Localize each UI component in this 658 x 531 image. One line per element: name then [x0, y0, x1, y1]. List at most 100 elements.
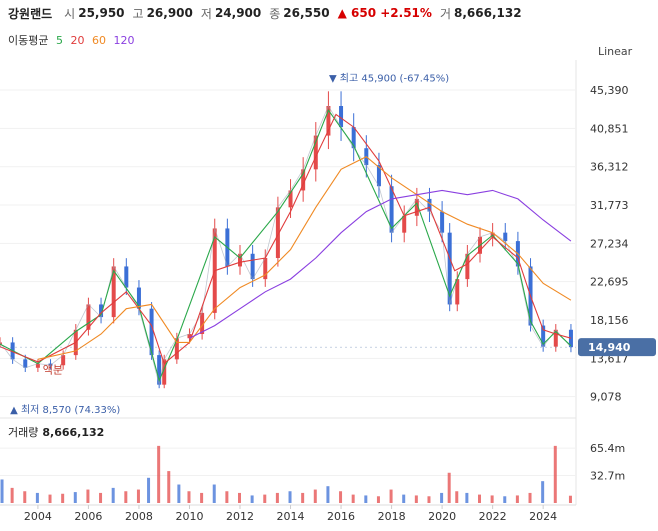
ma-legend-20: 20: [70, 34, 85, 47]
moving-average-legend[interactable]: 이동평균 5 20 60 120: [8, 32, 138, 48]
scale-mode-toggle[interactable]: Linear: [598, 45, 633, 58]
volume-tick-label: 32.7m: [590, 470, 625, 483]
price-candle-body: [124, 266, 129, 288]
x-tick-label: 2008: [125, 510, 153, 523]
volume-bar: [225, 491, 229, 503]
x-tick-label: 2006: [74, 510, 102, 523]
price-candle-body: [136, 287, 141, 309]
price-candle-body: [162, 359, 167, 385]
ma-line-120: [189, 189, 572, 339]
price-candle-body: [568, 329, 573, 348]
price-candle-body: [111, 266, 116, 318]
volume-bar: [263, 494, 267, 503]
price-tick-label: 22,695: [590, 276, 629, 289]
current-price-label: 14,940: [588, 341, 631, 354]
price-tick-label: 40,851: [590, 122, 629, 135]
volume-bar: [167, 471, 171, 503]
volume-bar: [503, 496, 507, 503]
volume-bar: [177, 484, 181, 503]
volume-bar: [99, 492, 103, 503]
volume-bar: [568, 495, 572, 503]
price-candle-body: [288, 190, 293, 208]
price-candle-body: [250, 253, 255, 280]
ma-legend-120: 120: [113, 34, 135, 47]
x-tick-label: 2018: [378, 510, 406, 523]
volume-bar: [124, 491, 128, 503]
x-tick-label: 2024: [529, 510, 557, 523]
price-candle-body: [447, 232, 452, 305]
price-candle-body: [48, 363, 53, 366]
price-header: 강원랜드 시 25,950 고 26,900 저 24,900 종 26,550…: [8, 5, 530, 21]
close-value: 26,550: [283, 6, 330, 20]
price-candle-body: [326, 106, 331, 136]
open-label: 시: [64, 6, 76, 21]
volume-bar: [288, 491, 292, 503]
low-label: 저: [200, 6, 212, 21]
price-candle-body: [275, 207, 280, 258]
price-candle-body: [376, 165, 381, 187]
volume-bar: [0, 479, 4, 503]
volume-bar: [200, 492, 204, 503]
volume-bar: [48, 494, 52, 503]
price-candle-body: [427, 198, 432, 212]
price-candle-body: [440, 211, 445, 233]
price-candle-body: [541, 325, 546, 347]
price-candle-body: [187, 334, 192, 339]
price-candle-body: [61, 355, 66, 366]
high-value: 26,900: [146, 6, 193, 20]
volume-bar: [528, 492, 532, 503]
x-tick-label: 2014: [277, 510, 305, 523]
ma-legend-60: 60: [91, 34, 106, 47]
x-tick-label: 2010: [175, 510, 203, 523]
volume-label: 거: [439, 6, 451, 21]
price-candle-body: [402, 215, 407, 233]
volume-value: 8,666,132: [453, 6, 522, 20]
volume-bar: [238, 492, 241, 503]
volume-bar: [86, 489, 90, 503]
high-label: 고: [132, 6, 144, 21]
x-tick-label: 2004: [24, 510, 52, 523]
price-tick-label: 45,390: [590, 84, 629, 97]
volume-bar: [389, 489, 393, 503]
price-tick-label: 9,078: [590, 391, 622, 404]
volume-bar: [10, 487, 14, 503]
price-tick-label: 18,156: [590, 314, 629, 327]
volume-bar: [136, 489, 140, 503]
ma-line-60: [37, 156, 572, 360]
volume-tick-label: 65.4m: [590, 442, 625, 455]
volume-bar: [157, 445, 161, 503]
price-candle-body: [465, 253, 470, 280]
price-tick-label: 36,312: [590, 161, 629, 174]
min-price-annotation: ▲ 최저 8,570 (74.33%): [10, 404, 120, 416]
price-candle-body: [339, 106, 344, 128]
price-tick-label: 31,773: [590, 199, 629, 212]
x-tick-label: 2022: [479, 510, 507, 523]
price-candle-body: [301, 169, 306, 191]
volume-bar: [541, 481, 545, 503]
ma-legend-5: 5: [55, 34, 63, 47]
price-tick-label: 27,234: [590, 237, 629, 250]
volume-bar: [61, 493, 65, 503]
volume-bar: [111, 487, 115, 503]
volume-bar: [73, 492, 77, 503]
volume-bar: [447, 472, 451, 503]
volume-bar: [455, 491, 459, 503]
price-candle-body: [23, 359, 28, 368]
volume-bar: [313, 489, 317, 503]
volume-bar: [553, 445, 557, 503]
open-value: 25,950: [78, 6, 125, 20]
ma-line-5: [0, 109, 572, 383]
current-price-tag: [578, 338, 656, 357]
price-candle-body: [99, 304, 104, 318]
volume-panel-title: 거래량 8,666,132: [8, 424, 104, 440]
change-value: ▲ 650 +2.51%: [337, 6, 432, 20]
price-candle-body: [174, 338, 179, 360]
volume-bar: [275, 492, 279, 503]
x-tick-label: 2012: [226, 510, 254, 523]
price-candle-body: [455, 279, 460, 305]
price-candle-body: [35, 363, 40, 368]
ma-line-20: [0, 113, 572, 365]
volume-bar: [515, 495, 519, 503]
volume-bar: [414, 495, 418, 503]
